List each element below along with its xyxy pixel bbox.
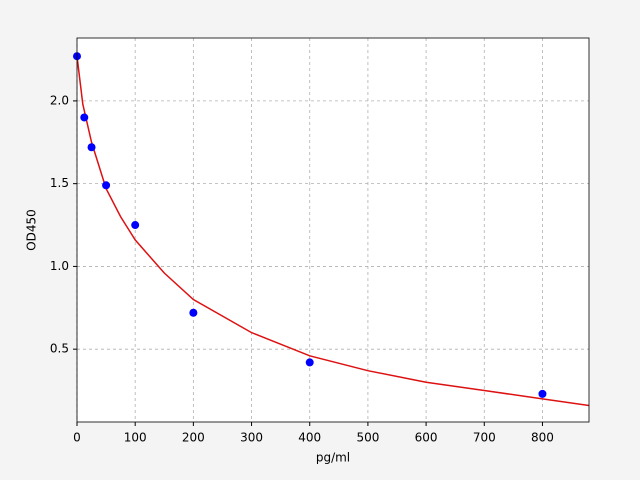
data-point — [102, 181, 111, 190]
x-tick-label: 400 — [298, 431, 321, 445]
x-tick-label: 800 — [531, 431, 554, 445]
x-tick-label: 700 — [473, 431, 496, 445]
data-point — [189, 308, 198, 317]
x-tick-label: 0 — [73, 431, 81, 445]
data-point — [87, 143, 96, 152]
x-tick-label: 200 — [182, 431, 205, 445]
y-tick-label: 0.5 — [50, 342, 69, 356]
y-tick-label: 1.5 — [50, 176, 69, 190]
x-tick-label: 100 — [124, 431, 147, 445]
x-tick-label: 500 — [356, 431, 379, 445]
data-point — [538, 389, 547, 398]
x-axis-label: pg/ml — [316, 451, 350, 465]
x-tick-label: 600 — [415, 431, 438, 445]
x-tick-label: 300 — [240, 431, 263, 445]
plot-area — [77, 38, 589, 422]
y-axis-label: OD450 — [25, 209, 39, 251]
y-tick-label: 1.0 — [50, 259, 69, 273]
data-point — [80, 113, 89, 122]
data-point — [305, 358, 314, 367]
plot-frame — [76, 37, 590, 423]
fit-curve — [77, 56, 589, 407]
data-point — [131, 221, 140, 230]
y-tick-label: 2.0 — [50, 93, 69, 107]
